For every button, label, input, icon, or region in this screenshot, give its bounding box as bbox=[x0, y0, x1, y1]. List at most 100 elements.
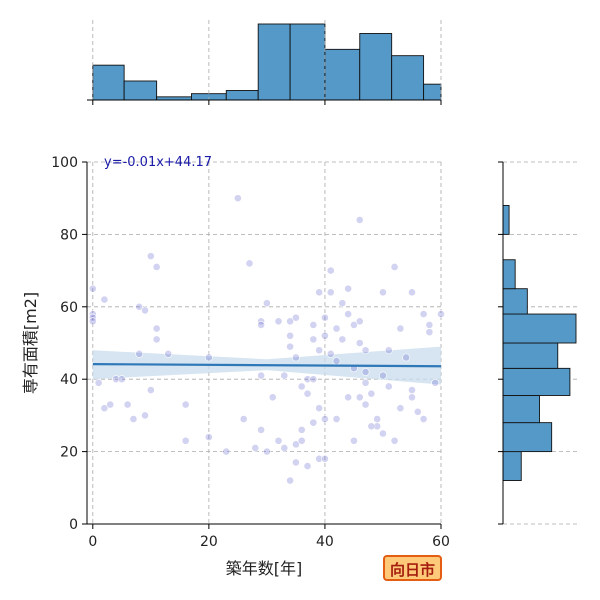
data-point bbox=[303, 389, 312, 398]
regression-equation: y=-0.01x+44.17 bbox=[104, 155, 212, 170]
histogram-bar-x bbox=[359, 33, 393, 101]
y-tick-label: 60 bbox=[60, 300, 78, 316]
data-point bbox=[326, 288, 335, 297]
x-tick-label: 0 bbox=[88, 534, 97, 550]
data-point bbox=[315, 454, 324, 463]
data-point bbox=[117, 375, 126, 384]
data-point bbox=[408, 393, 416, 402]
data-point bbox=[88, 284, 97, 293]
histogram-bar-x bbox=[123, 80, 158, 101]
data-point bbox=[257, 320, 265, 329]
data-point bbox=[396, 324, 405, 333]
data-point bbox=[280, 444, 289, 452]
data-point bbox=[396, 404, 405, 413]
histogram-bar-x bbox=[92, 64, 125, 101]
histogram-bar-y bbox=[502, 313, 577, 344]
data-point bbox=[379, 371, 387, 380]
data-point bbox=[361, 378, 370, 387]
regression-line bbox=[92, 363, 442, 368]
data-point bbox=[141, 411, 149, 420]
y-tick-label: 100 bbox=[51, 155, 78, 171]
data-point bbox=[263, 299, 271, 308]
y-axis-title: 専有面積[m2] bbox=[21, 292, 40, 394]
data-point bbox=[338, 335, 347, 344]
data-point bbox=[344, 310, 353, 318]
data-point bbox=[292, 458, 300, 467]
data-point bbox=[257, 425, 265, 434]
data-point bbox=[141, 306, 149, 315]
data-point bbox=[152, 335, 161, 344]
data-point bbox=[146, 386, 155, 394]
data-point bbox=[303, 462, 312, 470]
histogram-bar-x bbox=[324, 48, 361, 101]
data-point bbox=[204, 353, 213, 362]
data-point bbox=[135, 302, 144, 311]
data-point bbox=[280, 371, 289, 380]
data-point bbox=[309, 320, 318, 329]
data-point bbox=[332, 324, 341, 333]
y-tick-label: 0 bbox=[69, 517, 78, 533]
data-point bbox=[88, 317, 97, 326]
data-point bbox=[350, 320, 358, 329]
data-point bbox=[245, 259, 254, 268]
data-point bbox=[367, 389, 376, 398]
data-point bbox=[100, 295, 109, 304]
data-point bbox=[292, 313, 300, 322]
data-point bbox=[233, 194, 242, 203]
data-point bbox=[326, 349, 335, 358]
data-point bbox=[367, 422, 376, 431]
y-tick-label: 40 bbox=[60, 372, 78, 388]
data-point bbox=[373, 422, 382, 431]
histogram-bar-x bbox=[257, 23, 291, 101]
data-point bbox=[152, 263, 161, 271]
x-tick-label: 60 bbox=[432, 534, 450, 550]
x-axis-title: 築年数[年] bbox=[226, 559, 303, 578]
data-point bbox=[402, 353, 411, 362]
data-point bbox=[309, 375, 318, 384]
data-point bbox=[408, 386, 416, 394]
data-point bbox=[315, 346, 324, 355]
data-point bbox=[146, 252, 155, 261]
data-point bbox=[344, 284, 353, 293]
data-point bbox=[413, 407, 422, 416]
data-point bbox=[321, 415, 329, 423]
x-tick-label: 40 bbox=[316, 534, 334, 550]
data-point bbox=[332, 357, 341, 365]
marginal-y-histogram bbox=[498, 161, 578, 525]
data-point bbox=[297, 425, 306, 434]
histogram-bar-y bbox=[502, 342, 559, 369]
data-point bbox=[350, 436, 358, 445]
data-point bbox=[419, 415, 428, 423]
histogram-bar-x bbox=[225, 90, 259, 101]
data-point bbox=[408, 288, 416, 297]
data-point bbox=[384, 346, 393, 355]
data-point bbox=[431, 378, 440, 387]
data-point bbox=[425, 328, 434, 337]
city-badge: 向日市 bbox=[383, 555, 443, 581]
histogram-bar-y bbox=[502, 204, 510, 235]
data-point bbox=[321, 331, 329, 340]
data-point bbox=[123, 400, 132, 409]
data-point bbox=[355, 393, 364, 402]
data-point bbox=[152, 324, 161, 333]
data-point bbox=[379, 429, 387, 438]
data-point bbox=[303, 375, 312, 384]
data-point bbox=[292, 353, 300, 362]
x-tick-label: 20 bbox=[200, 534, 218, 550]
data-point bbox=[379, 288, 387, 297]
data-point bbox=[274, 317, 283, 326]
histogram-bar-x bbox=[423, 83, 442, 101]
data-point bbox=[112, 375, 120, 384]
y-tick-label: 80 bbox=[60, 227, 78, 243]
data-point bbox=[332, 415, 341, 423]
data-point bbox=[286, 342, 295, 351]
histogram-bar-y bbox=[502, 451, 522, 482]
data-point bbox=[384, 382, 393, 391]
data-point bbox=[326, 266, 335, 275]
data-point bbox=[286, 476, 295, 485]
data-point bbox=[274, 436, 283, 445]
data-point bbox=[297, 436, 306, 445]
data-point bbox=[100, 404, 109, 413]
data-point bbox=[355, 216, 364, 224]
